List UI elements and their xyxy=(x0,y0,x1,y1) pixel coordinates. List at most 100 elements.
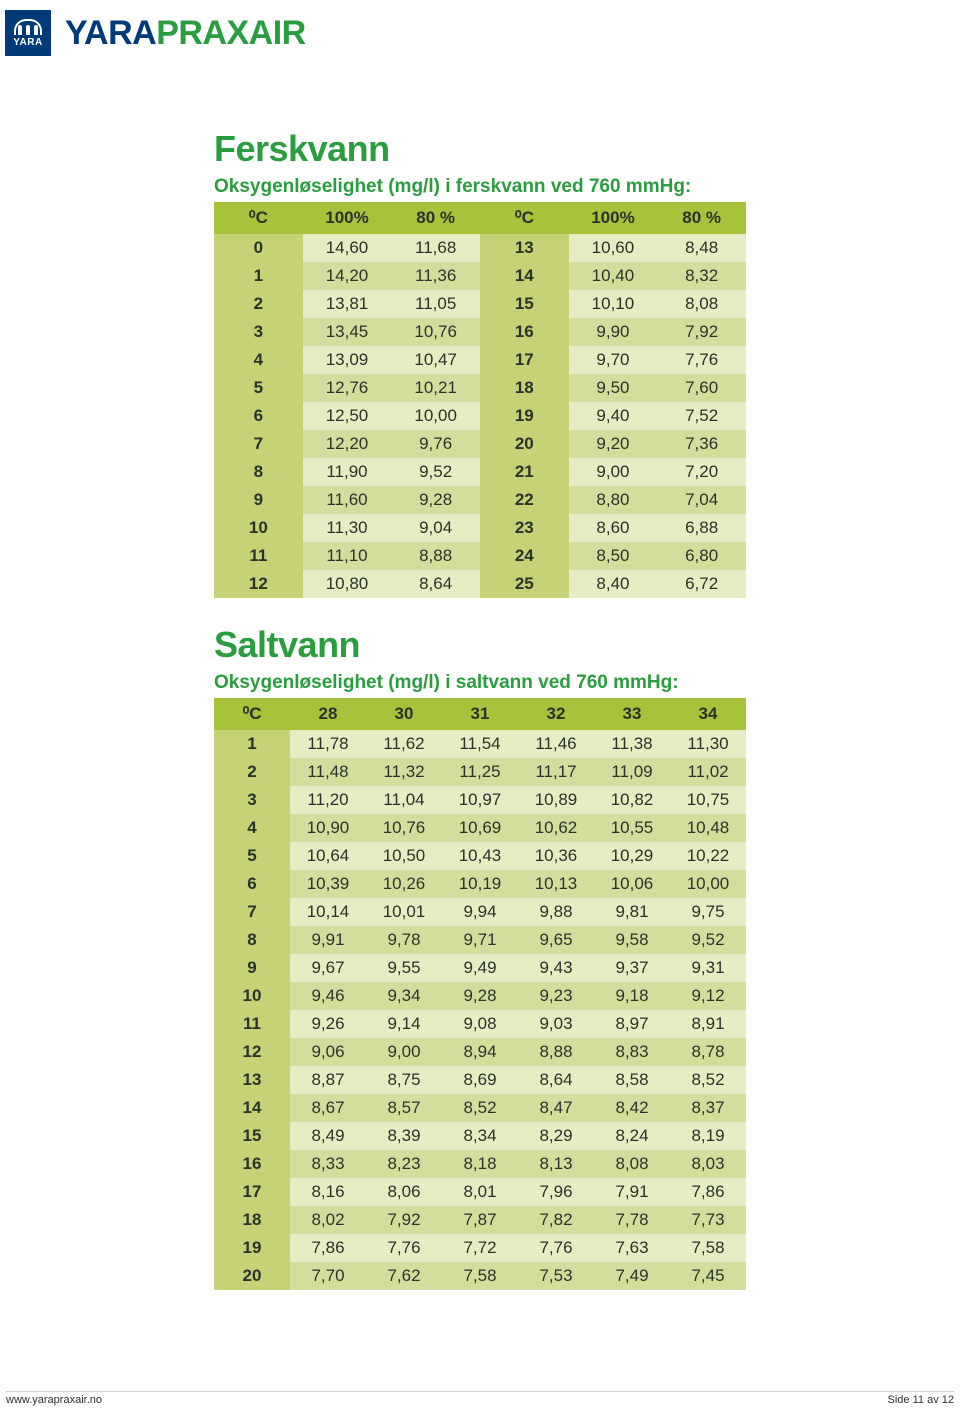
value-cell: 10,62 xyxy=(518,814,594,842)
value-cell: 11,60 xyxy=(303,486,392,514)
value-cell: 9,78 xyxy=(366,926,442,954)
row-label-cell: 10 xyxy=(214,982,290,1010)
row-label-cell: 15 xyxy=(480,290,569,318)
value-cell: 9,08 xyxy=(442,1010,518,1038)
value-cell: 6,72 xyxy=(657,570,746,598)
row-label-cell: 23 xyxy=(480,514,569,542)
value-cell: 9,65 xyxy=(518,926,594,954)
row-label-cell: 2 xyxy=(214,758,290,786)
value-cell: 11,02 xyxy=(670,758,746,786)
footer: www.yarapraxair.no Side 11 av 12 xyxy=(6,1391,954,1406)
table-row: 410,9010,7610,6910,6210,5510,48 xyxy=(214,814,746,842)
table-row: 109,469,349,289,239,189,12 xyxy=(214,982,746,1010)
value-cell: 7,63 xyxy=(594,1234,670,1262)
value-cell: 11,09 xyxy=(594,758,670,786)
value-cell: 9,75 xyxy=(670,898,746,926)
table-header: 28 xyxy=(290,698,366,730)
yara-logo-icon: YARA xyxy=(5,10,51,56)
value-cell: 10,39 xyxy=(290,870,366,898)
value-cell: 9,28 xyxy=(391,486,480,514)
table-row: 213,8111,051510,108,08 xyxy=(214,290,746,318)
value-cell: 8,24 xyxy=(594,1122,670,1150)
row-label-cell: 19 xyxy=(480,402,569,430)
table-row: 197,867,767,727,767,637,58 xyxy=(214,1234,746,1262)
value-cell: 7,73 xyxy=(670,1206,746,1234)
value-cell: 9,40 xyxy=(569,402,658,430)
value-cell: 11,10 xyxy=(303,542,392,570)
value-cell: 12,50 xyxy=(303,402,392,430)
value-cell: 10,48 xyxy=(670,814,746,842)
value-cell: 6,80 xyxy=(657,542,746,570)
table-header: 80 % xyxy=(391,202,480,234)
value-cell: 10,01 xyxy=(366,898,442,926)
value-cell: 14,20 xyxy=(303,262,392,290)
table-header: 100% xyxy=(569,202,658,234)
table-row: 138,878,758,698,648,588,52 xyxy=(214,1066,746,1094)
row-label-cell: 5 xyxy=(214,374,303,402)
row-label-cell: 3 xyxy=(214,786,290,814)
value-cell: 8,34 xyxy=(442,1122,518,1150)
value-cell: 10,76 xyxy=(366,814,442,842)
value-cell: 8,33 xyxy=(290,1150,366,1178)
value-cell: 9,06 xyxy=(290,1038,366,1066)
value-cell: 8,49 xyxy=(290,1122,366,1150)
value-cell: 11,04 xyxy=(366,786,442,814)
row-label-cell: 17 xyxy=(480,346,569,374)
table-row: 1111,108,88248,506,80 xyxy=(214,542,746,570)
value-cell: 11,68 xyxy=(391,234,480,262)
value-cell: 12,76 xyxy=(303,374,392,402)
value-cell: 8,88 xyxy=(391,542,480,570)
value-cell: 10,21 xyxy=(391,374,480,402)
brand-word-yara: YARA xyxy=(65,14,156,53)
value-cell: 7,62 xyxy=(366,1262,442,1290)
value-cell: 8,18 xyxy=(442,1150,518,1178)
value-cell: 10,19 xyxy=(442,870,518,898)
value-cell: 8,60 xyxy=(569,514,658,542)
value-cell: 11,46 xyxy=(518,730,594,758)
row-label-cell: 20 xyxy=(480,430,569,458)
value-cell: 7,49 xyxy=(594,1262,670,1290)
row-label-cell: 22 xyxy=(480,486,569,514)
value-cell: 11,20 xyxy=(290,786,366,814)
row-label-cell: 9 xyxy=(214,954,290,982)
value-cell: 7,58 xyxy=(442,1262,518,1290)
value-cell: 11,90 xyxy=(303,458,392,486)
row-label-cell: 17 xyxy=(214,1178,290,1206)
value-cell: 10,55 xyxy=(594,814,670,842)
value-cell: 8,64 xyxy=(518,1066,594,1094)
value-cell: 10,14 xyxy=(290,898,366,926)
header: YARA YARA PRAXAIR xyxy=(0,0,960,56)
value-cell: 9,14 xyxy=(366,1010,442,1038)
table-row: 911,609,28228,807,04 xyxy=(214,486,746,514)
value-cell: 9,52 xyxy=(391,458,480,486)
value-cell: 11,30 xyxy=(670,730,746,758)
value-cell: 8,64 xyxy=(391,570,480,598)
value-cell: 8,02 xyxy=(290,1206,366,1234)
value-cell: 7,45 xyxy=(670,1262,746,1290)
value-cell: 11,78 xyxy=(290,730,366,758)
value-cell: 8,58 xyxy=(594,1066,670,1094)
table-row: 1210,808,64258,406,72 xyxy=(214,570,746,598)
table-row: 1011,309,04238,606,88 xyxy=(214,514,746,542)
value-cell: 9,67 xyxy=(290,954,366,982)
value-cell: 9,46 xyxy=(290,982,366,1010)
value-cell: 7,58 xyxy=(670,1234,746,1262)
saltvann-table: ⁰C283031323334 111,7811,6211,5411,4611,3… xyxy=(214,698,746,1290)
value-cell: 6,88 xyxy=(657,514,746,542)
value-cell: 8,42 xyxy=(594,1094,670,1122)
row-label-cell: 16 xyxy=(480,318,569,346)
value-cell: 8,37 xyxy=(670,1094,746,1122)
value-cell: 8,57 xyxy=(366,1094,442,1122)
table-header: 31 xyxy=(442,698,518,730)
value-cell: 8,13 xyxy=(518,1150,594,1178)
value-cell: 10,06 xyxy=(594,870,670,898)
row-label-cell: 3 xyxy=(214,318,303,346)
ferskvann-section: Ferskvann Oksygenløselighet (mg/l) i fer… xyxy=(214,128,746,598)
row-label-cell: 7 xyxy=(214,430,303,458)
row-label-cell: 13 xyxy=(214,1066,290,1094)
value-cell: 8,87 xyxy=(290,1066,366,1094)
row-label-cell: 11 xyxy=(214,542,303,570)
value-cell: 8,78 xyxy=(670,1038,746,1066)
value-cell: 8,50 xyxy=(569,542,658,570)
value-cell: 7,60 xyxy=(657,374,746,402)
